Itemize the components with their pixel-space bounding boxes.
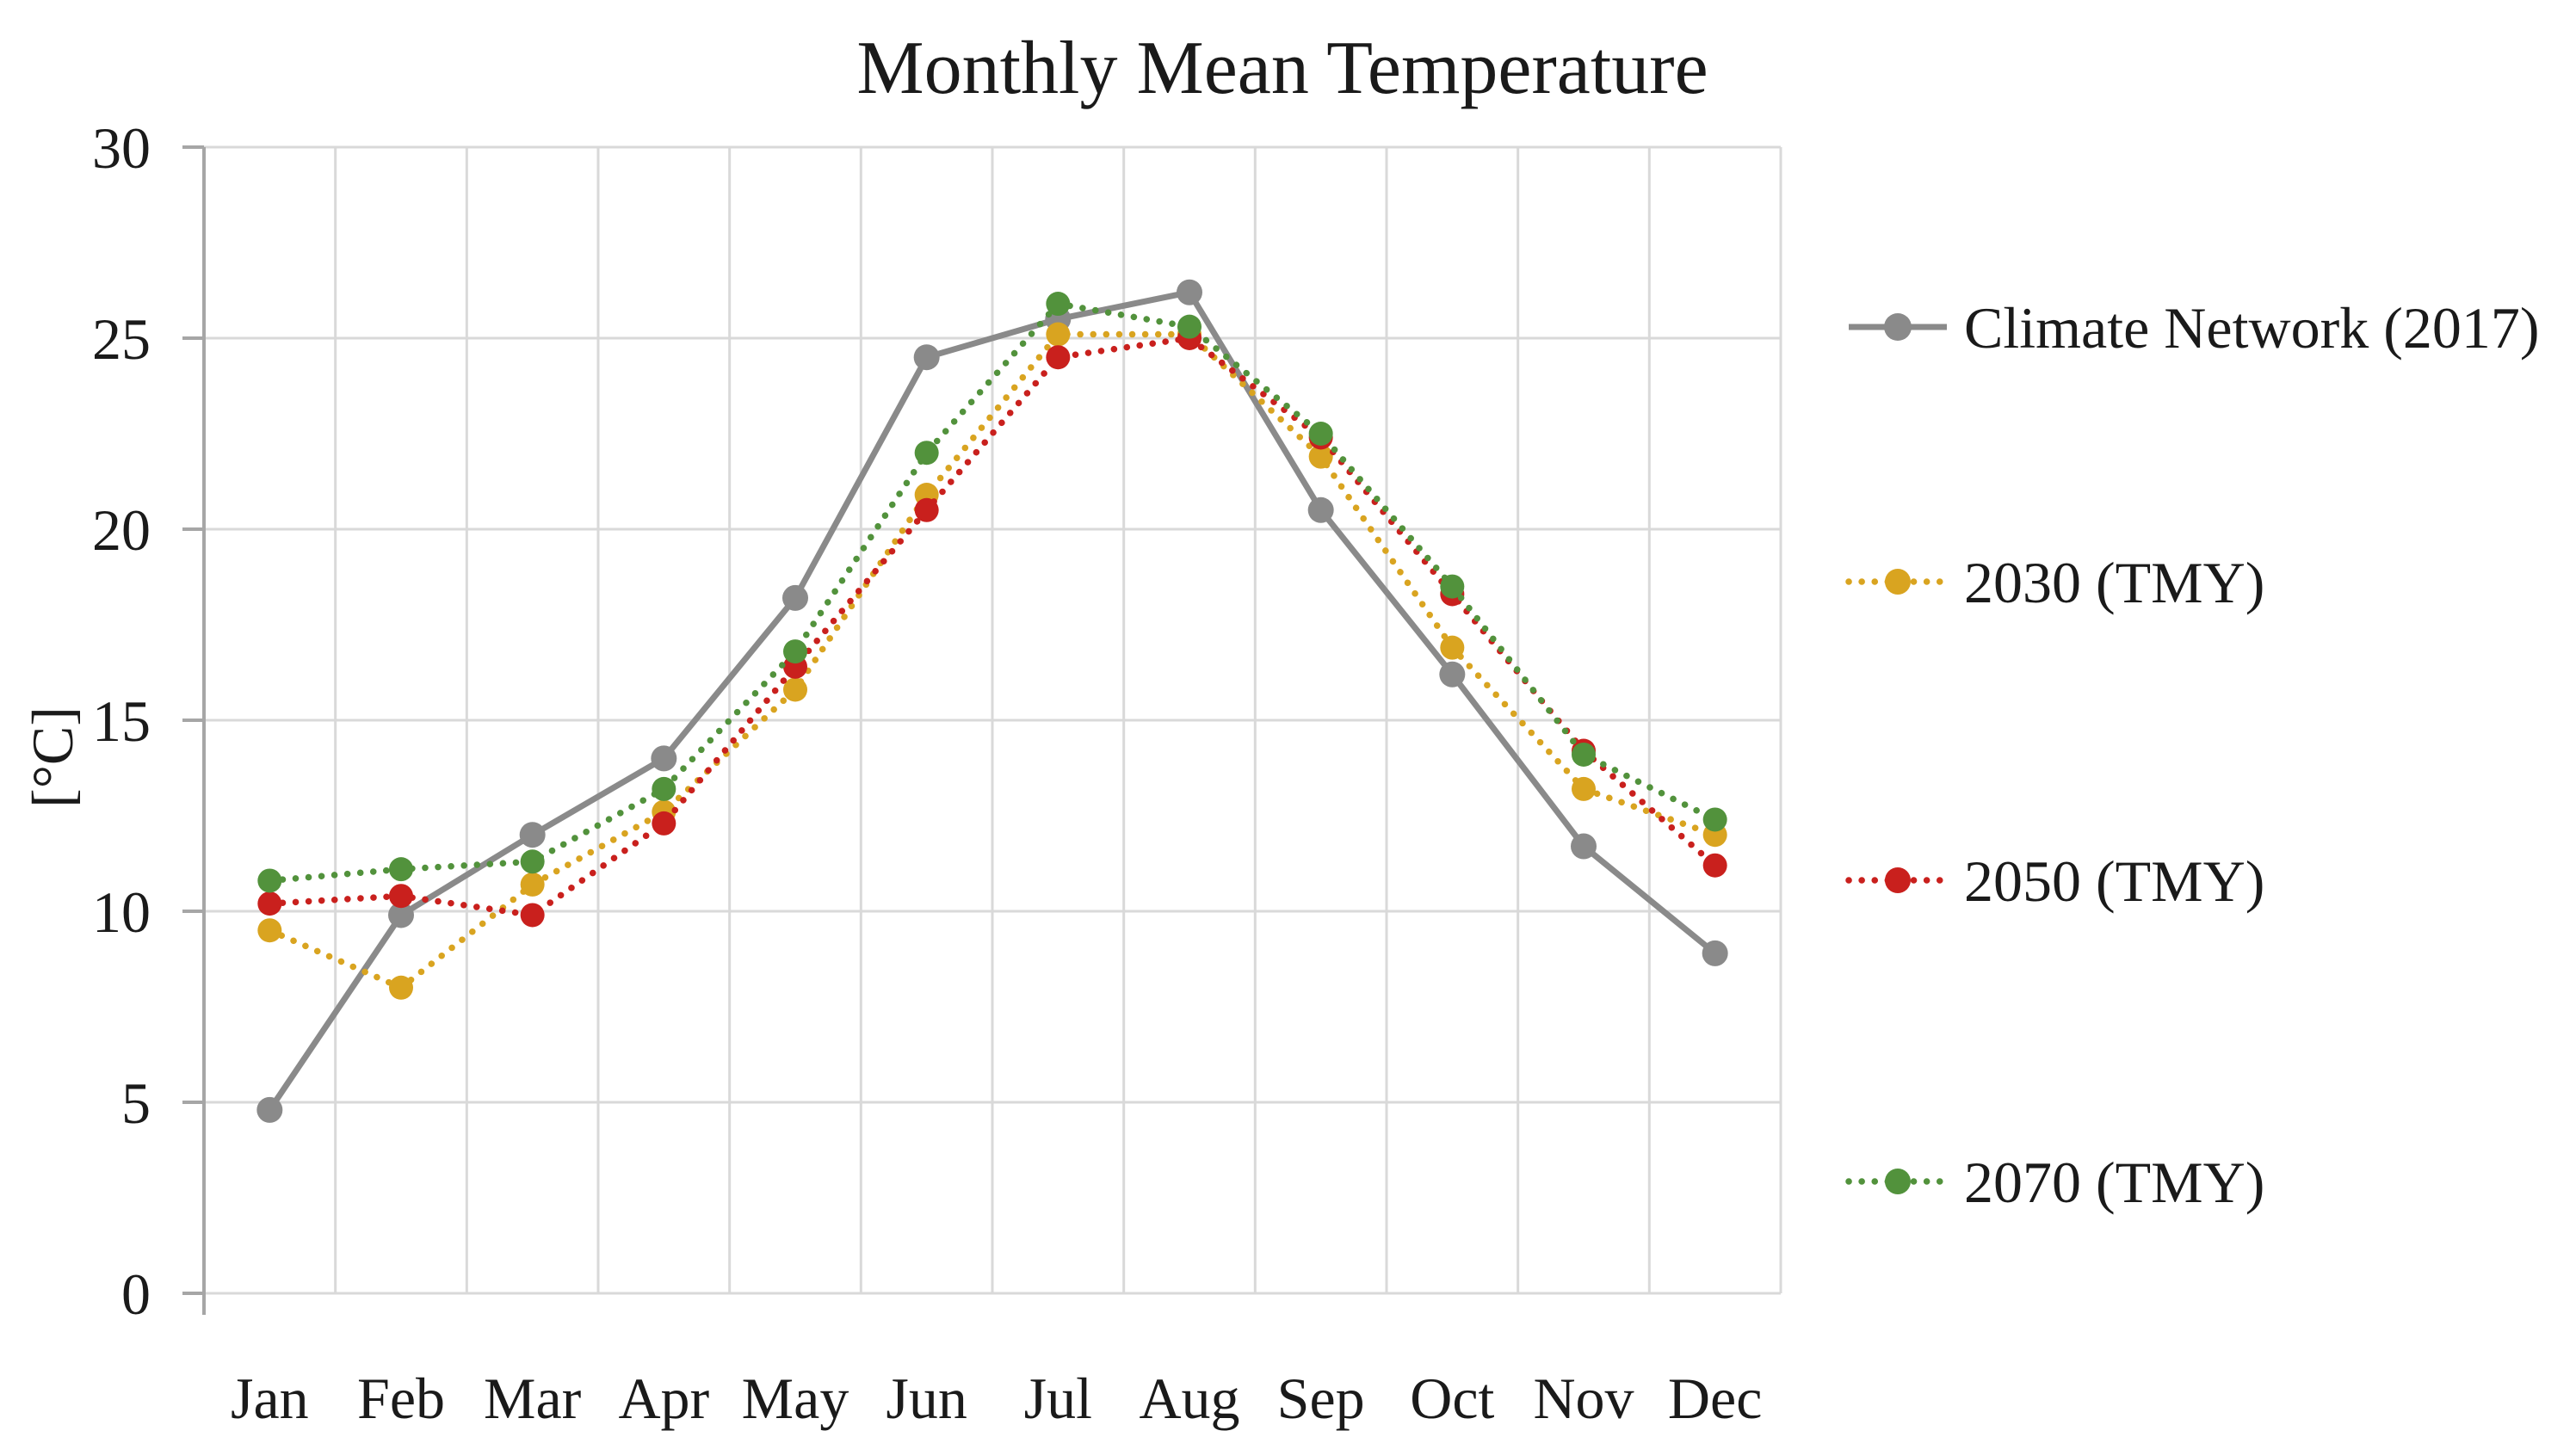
point-2070-tmy-apr bbox=[652, 776, 676, 801]
legend-item-climate-network-2017: Climate Network (2017) bbox=[1849, 295, 2540, 361]
label-layer: Monthly Mean Temperature [°C] 0 5 10 15 20 25… bbox=[20, 27, 1762, 1431]
x-axis-label-sep: Sep bbox=[1277, 1366, 1365, 1431]
legend-item-2070-tmy: 2070 (TMY) bbox=[1845, 1150, 2264, 1215]
point-climate-network-2017-sep bbox=[1307, 496, 1334, 523]
legend-item-2050-tmy: 2050 (TMY) bbox=[1845, 848, 2264, 914]
x-axis-label-jun: Jun bbox=[886, 1366, 967, 1431]
x-axis-label-jul: Jul bbox=[1024, 1366, 1092, 1431]
x-axis-label-nov: Nov bbox=[1533, 1366, 1634, 1431]
point-climate-network-2017-jan bbox=[256, 1096, 283, 1123]
chart-title: Monthly Mean Temperature bbox=[856, 27, 1708, 110]
series-line-2050-tmy bbox=[266, 335, 1719, 919]
legend-label-2050-tmy: 2050 (TMY) bbox=[1964, 848, 2264, 914]
point-2050-tmy-feb bbox=[389, 884, 413, 909]
x-axis-label-oct: Oct bbox=[1410, 1366, 1494, 1431]
point-2070-tmy-jan bbox=[257, 868, 282, 893]
point-climate-network-2017-apr bbox=[651, 745, 677, 772]
y-tick-label-15: 15 bbox=[92, 688, 151, 754]
point-2050-tmy-dec bbox=[1702, 853, 1727, 878]
point-2070-tmy-may bbox=[783, 639, 807, 664]
series-line-climate-network-2017 bbox=[267, 288, 1717, 1112]
point-2070-tmy-dec bbox=[1702, 807, 1727, 832]
point-2070-tmy-jul bbox=[1046, 292, 1071, 317]
legend-label-2030-tmy: 2030 (TMY) bbox=[1964, 550, 2264, 615]
grid-layer bbox=[182, 145, 1782, 1315]
point-2070-tmy-oct bbox=[1440, 574, 1465, 599]
point-2030-tmy-sep bbox=[1308, 444, 1333, 469]
point-climate-network-2017-may bbox=[782, 584, 808, 611]
point-2050-tmy-jun bbox=[914, 497, 939, 522]
y-tick-label-10: 10 bbox=[92, 879, 151, 945]
point-2030-tmy-may bbox=[783, 677, 807, 702]
y-tick-label-20: 20 bbox=[92, 497, 151, 563]
point-climate-network-2017-mar bbox=[519, 822, 546, 848]
point-2030-tmy-feb bbox=[389, 975, 413, 1000]
legend-swatch-marker-2070-tmy bbox=[1885, 1169, 1911, 1194]
legend-swatch-marker-climate-network-2017 bbox=[1884, 313, 1912, 341]
x-axis-label-aug: Aug bbox=[1139, 1366, 1239, 1431]
point-2070-tmy-feb bbox=[389, 857, 413, 882]
point-2030-tmy-mar bbox=[520, 872, 545, 897]
point-2050-tmy-apr bbox=[652, 811, 676, 836]
legend-item-2030-tmy: 2030 (TMY) bbox=[1845, 550, 2264, 615]
y-tick-label-5: 5 bbox=[121, 1070, 151, 1136]
x-axis-label-may: May bbox=[742, 1366, 849, 1431]
point-climate-network-2017-oct bbox=[1439, 661, 1466, 688]
point-climate-network-2017-aug bbox=[1177, 279, 1202, 305]
y-tick-label-0: 0 bbox=[121, 1261, 151, 1327]
legend-label-climate-network-2017: Climate Network (2017) bbox=[1964, 295, 2540, 361]
point-2050-tmy-jul bbox=[1046, 345, 1071, 370]
point-2050-tmy-mar bbox=[520, 903, 545, 928]
legend-swatch-marker-2030-tmy bbox=[1885, 569, 1911, 595]
point-climate-network-2017-jun bbox=[913, 344, 940, 371]
point-2070-tmy-nov bbox=[1572, 742, 1596, 767]
point-climate-network-2017-nov bbox=[1571, 833, 1597, 860]
y-axis-unit-label: [°C] bbox=[20, 706, 85, 808]
point-climate-network-2017-feb bbox=[388, 902, 414, 928]
x-axis-label-apr: Apr bbox=[618, 1366, 709, 1431]
point-2030-tmy-oct bbox=[1440, 635, 1465, 660]
y-tick-label-25: 25 bbox=[92, 306, 151, 372]
legend: Climate Network (2017) 2030 (TMY) 2050 (TM… bbox=[1845, 295, 2540, 1215]
point-2070-tmy-jun bbox=[914, 441, 939, 466]
point-2070-tmy-aug bbox=[1177, 314, 1202, 339]
point-2070-tmy-sep bbox=[1308, 422, 1333, 446]
point-2030-tmy-nov bbox=[1572, 776, 1596, 801]
point-2050-tmy-jan bbox=[257, 891, 282, 916]
legend-swatch-marker-2050-tmy bbox=[1885, 867, 1911, 893]
x-axis-label-jan: Jan bbox=[231, 1366, 309, 1431]
x-axis-label-feb: Feb bbox=[357, 1366, 445, 1431]
point-climate-network-2017-dec bbox=[1702, 940, 1728, 966]
x-axis-label-mar: Mar bbox=[484, 1366, 582, 1431]
y-tick-label-30: 30 bbox=[92, 115, 151, 181]
series-layer bbox=[256, 279, 1728, 1123]
legend-label-2070-tmy: 2070 (TMY) bbox=[1964, 1150, 2264, 1215]
x-axis-label-dec: Dec bbox=[1668, 1366, 1762, 1431]
point-2030-tmy-jan bbox=[257, 918, 282, 943]
point-2070-tmy-mar bbox=[520, 849, 545, 874]
point-2030-tmy-jul bbox=[1046, 322, 1071, 347]
